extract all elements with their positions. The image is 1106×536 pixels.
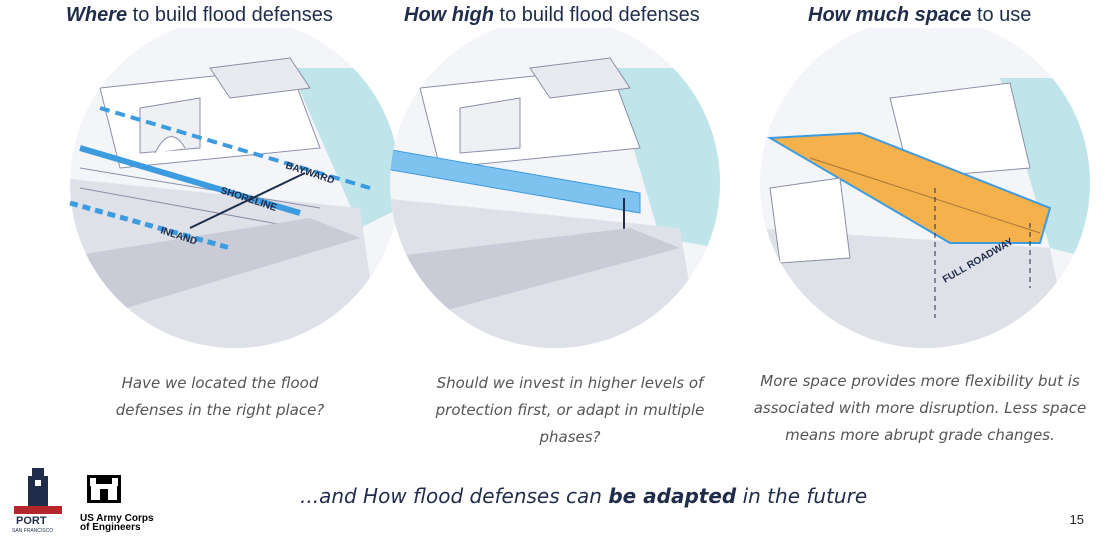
page-number: 15: [1069, 512, 1084, 527]
how-high-illustration: [390, 28, 720, 348]
usace-castle-logo: [87, 475, 121, 503]
inland-line: [69, 200, 231, 251]
distance-arrow: [189, 172, 306, 229]
roadway-area: [766, 131, 1052, 244]
usace-wordmark: US Army Corps of Engineers: [80, 513, 154, 533]
svg-text:PORT: PORT: [16, 515, 47, 527]
port-logo: PORT SAN FRANCISCO: [12, 468, 62, 534]
title-how-much-space: How much space to use: [808, 4, 1032, 26]
caption-where: Have we located the flood defenses in th…: [115, 374, 325, 419]
how-much-space-illustration: FULL ROADWAY: [760, 28, 1090, 348]
where-illustration: BAYWARD SHORELINE INLAND: [69, 28, 400, 348]
title-how-high: How high to build flood defenses: [404, 4, 700, 26]
caption-how-high: Should we invest in higher levels of pro…: [435, 374, 705, 446]
shoreline-line: [79, 145, 301, 216]
footer-tagline: ...and How flood defenses can be adapted…: [300, 484, 868, 508]
caption-how-much-space: More space provides more flexibility but…: [753, 372, 1087, 444]
svg-text:SAN FRANCISCO: SAN FRANCISCO: [12, 528, 53, 534]
title-where: Where to build flood defenses: [66, 4, 333, 26]
